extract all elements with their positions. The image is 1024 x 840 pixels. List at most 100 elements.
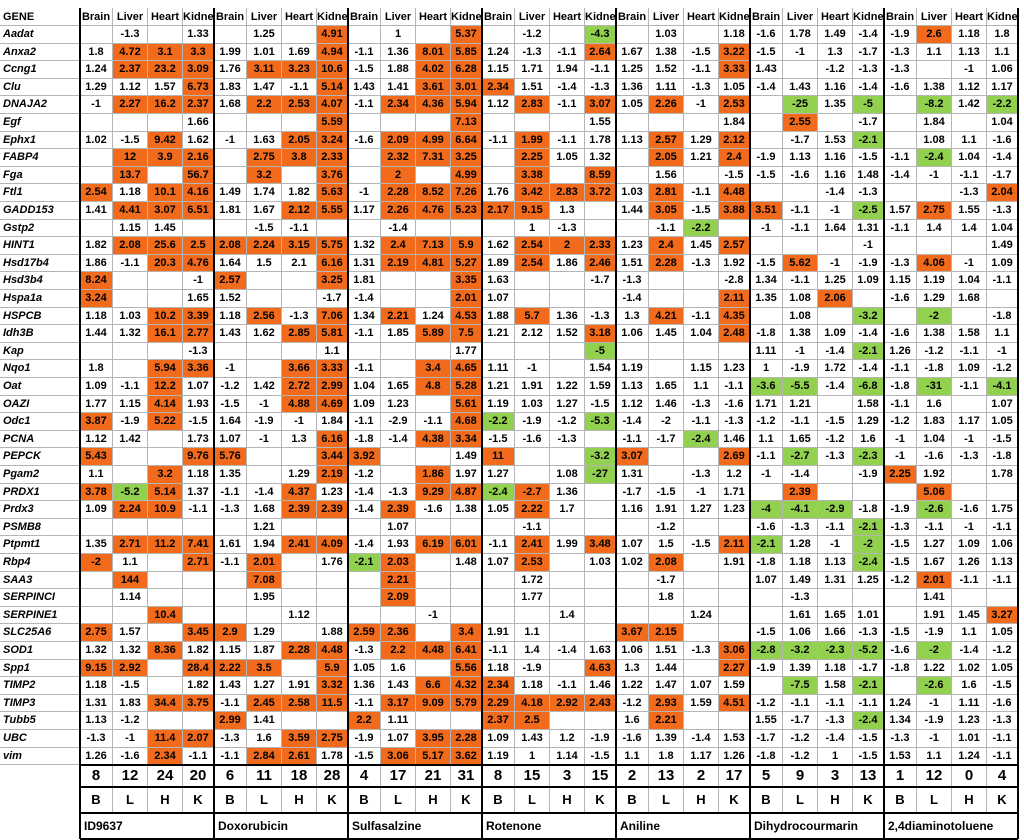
fold-change-cell [247, 466, 282, 484]
fold-change-cell [113, 342, 148, 361]
significant-count: 11 [247, 765, 282, 788]
fold-change-cell: 2.34 [482, 677, 515, 695]
fold-change-cell: 1.26 [80, 747, 113, 766]
gene-name: Odc1 [0, 413, 80, 431]
fold-change-cell: -1.1 [783, 694, 818, 713]
fold-change-cell: 11.5 [317, 694, 348, 713]
fold-change-cell: 1.86 [550, 254, 585, 273]
fold-change-cell: 2.43 [585, 694, 616, 713]
fold-change-cell: 1.52 [550, 325, 585, 343]
fold-change-cell [684, 659, 719, 678]
fold-change-cell: 2.12 [719, 131, 750, 150]
fold-change-cell: 2.12 [282, 202, 317, 220]
fold-change-cell [317, 712, 348, 730]
fold-change-cell: -1.6 [987, 694, 1018, 713]
fold-change-cell [416, 589, 451, 607]
fold-change-cell: 4.87 [451, 483, 482, 502]
fold-change-cell: -2 [80, 554, 113, 572]
fold-change-cell: -1.1 [952, 342, 987, 361]
fold-change-cell [214, 166, 247, 185]
fold-change-cell: 6.28 [451, 61, 482, 79]
fold-change-cell: 1.11 [649, 78, 684, 97]
fold-change-cell [282, 712, 317, 730]
fold-change-cell [818, 466, 853, 484]
fold-change-cell: -1.1 [348, 43, 381, 62]
fold-change-cell: 1.07 [482, 554, 515, 572]
fold-change-cell [247, 360, 282, 378]
significant-count: 3 [818, 765, 853, 788]
fold-change-cell: 1.09 [853, 272, 884, 290]
fold-change-cell: 1.91 [719, 554, 750, 572]
fold-change-cell: -1.2 [884, 413, 917, 431]
fold-change-cell: 2.05 [282, 131, 317, 150]
gene-name: Idh3B [0, 325, 80, 343]
fold-change-cell [282, 272, 317, 290]
fold-change-cell: -1.1 [348, 360, 381, 378]
fold-change-cell: 11.2 [148, 536, 183, 554]
fold-change-cell: 1.1 [952, 131, 987, 150]
fold-change-cell: 13.7 [113, 166, 148, 185]
fold-change-cell [214, 589, 247, 607]
significant-count: 2 [616, 765, 649, 788]
fold-change-cell [416, 290, 451, 308]
fold-change-cell: 1.31 [853, 219, 884, 238]
fold-change-cell: 1.21 [684, 149, 719, 167]
fold-change-cell [550, 712, 585, 730]
fold-change-cell: 1.57 [113, 624, 148, 642]
fold-change-cell [884, 184, 917, 202]
fold-change-cell [80, 571, 113, 590]
fold-change-cell: 1 [750, 360, 783, 378]
fold-change-cell: 9.76 [183, 448, 214, 466]
fold-change-cell: 9.09 [416, 694, 451, 713]
significant-count: 8 [482, 765, 515, 788]
fold-change-cell: 2.54 [515, 237, 550, 255]
fold-change-cell: -1.1 [884, 149, 917, 167]
drug-name: ID9637 [80, 813, 214, 840]
fold-change-cell: 6.41 [451, 642, 482, 660]
fold-change-cell: 3.76 [317, 166, 348, 185]
fold-change-cell [381, 272, 416, 290]
fold-change-cell: -1.1 [585, 61, 616, 79]
fold-change-cell: 1.1 [952, 624, 987, 642]
fold-change-cell: 4.18 [515, 694, 550, 713]
fold-change-cell: 1.61 [214, 536, 247, 554]
gene-name: Ptpmt1 [0, 536, 80, 554]
tissue-header: Liver [783, 8, 818, 26]
fold-change-cell: -1.2 [917, 342, 952, 361]
fold-change-cell [750, 96, 783, 114]
fold-change-cell [148, 26, 183, 44]
fold-change-cell [416, 712, 451, 730]
fold-change-cell: -2.9 [818, 501, 853, 519]
fold-change-cell: 4.02 [416, 61, 451, 79]
tissue-letter: H [818, 787, 853, 814]
fold-change-cell: 1.73 [183, 430, 214, 449]
tissue-header: Brain [214, 8, 247, 26]
fold-change-cell: 2.41 [515, 536, 550, 554]
fold-change-cell: 1.34 [348, 307, 381, 326]
fold-change-cell [550, 554, 585, 572]
fold-change-cell [515, 466, 550, 484]
fold-change-cell: -1.1 [550, 677, 585, 695]
fold-change-cell: -1 [183, 272, 214, 290]
fold-change-cell: -1.1 [987, 747, 1018, 766]
fold-change-cell: -1.2 [616, 694, 649, 713]
fold-change-cell: 1.22 [550, 378, 585, 396]
tissue-letter: L [247, 787, 282, 814]
fold-change-cell: 1.17 [987, 78, 1018, 97]
fold-change-cell: -1.1 [348, 325, 381, 343]
fold-change-cell: -2.8 [750, 642, 783, 660]
significant-count: 9 [783, 765, 818, 788]
fold-change-cell: -2.7 [783, 448, 818, 466]
tissue-header: Liver [649, 8, 684, 26]
fold-change-cell: 1.19 [482, 747, 515, 766]
fold-change-cell [148, 571, 183, 590]
fold-change-cell: 2.24 [113, 501, 148, 519]
fold-change-cell: 2.33 [317, 149, 348, 167]
fold-change-cell: -1.5 [987, 430, 1018, 449]
significant-count: 13 [853, 765, 884, 788]
fold-change-cell: 2.57 [214, 272, 247, 290]
fold-change-cell: -1.8 [884, 378, 917, 396]
fold-change-cell: -1.3 [987, 202, 1018, 220]
fold-change-cell [585, 624, 616, 642]
fold-change-cell: 1.03 [515, 395, 550, 414]
